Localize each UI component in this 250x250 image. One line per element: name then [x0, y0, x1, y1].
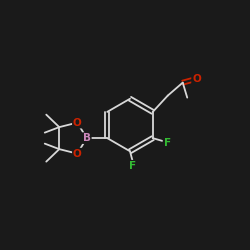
Text: F: F — [164, 138, 171, 147]
Text: F: F — [129, 161, 136, 171]
Text: B: B — [83, 133, 91, 143]
Text: O: O — [192, 74, 201, 84]
Text: O: O — [73, 148, 82, 159]
Text: O: O — [73, 118, 82, 128]
